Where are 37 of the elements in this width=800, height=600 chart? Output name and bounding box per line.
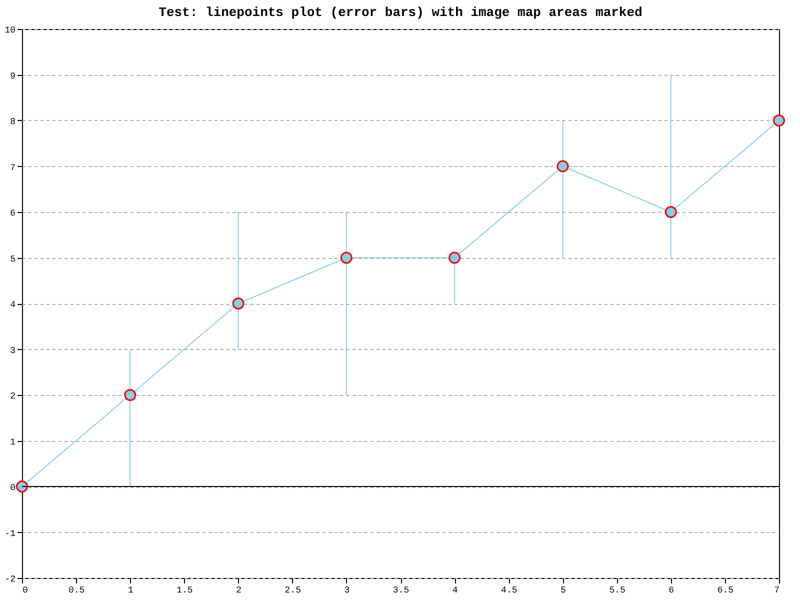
- point: [124, 389, 136, 401]
- x-tick-label: 1: [128, 586, 134, 596]
- chart-title: Test: linepoints plot (error bars) with image map areas marked: [158, 5, 642, 20]
- point: [232, 298, 244, 310]
- x-tick-label: 2.5: [284, 586, 301, 596]
- x-tick-label: 3.5: [392, 586, 410, 596]
- point: [556, 160, 569, 172]
- x-tick-label: 0.5: [68, 586, 85, 596]
- x-tick-label: 1.5: [176, 586, 193, 596]
- y-tick-label: 7: [10, 162, 16, 173]
- y-tick-label: 5: [10, 254, 16, 264]
- y-tick-label: 4: [10, 300, 16, 310]
- y-tick-label: 0: [10, 483, 16, 493]
- x-tick-label: 5.5: [609, 586, 626, 596]
- point: [340, 252, 352, 264]
- y-tick-label: 2: [10, 392, 16, 402]
- point: [16, 480, 28, 492]
- x-tick-label: 0: [22, 586, 28, 596]
- y-tick-label: 8: [10, 117, 16, 127]
- x-tick-label: 2: [236, 586, 242, 596]
- point: [664, 206, 677, 218]
- y-tick-label: 1: [10, 437, 16, 448]
- y-tick-label: 9: [10, 71, 16, 82]
- x-tick-label: 6.5: [717, 586, 734, 596]
- point: [773, 114, 785, 126]
- x-tick-label: 4.5: [501, 586, 518, 596]
- y-tick-label: -2: [4, 574, 16, 584]
- y-tick-label: -1: [4, 528, 16, 539]
- y-tick-label: 3: [10, 346, 16, 356]
- point: [448, 252, 461, 264]
- y-tick-label: 10: [4, 26, 16, 36]
- x-tick-label: 3: [344, 586, 350, 596]
- x-tick-label: 4: [452, 586, 458, 596]
- x-tick-label: 5: [560, 586, 566, 596]
- y-tick-label: 6: [10, 208, 16, 218]
- x-tick-label: 6: [668, 586, 674, 596]
- x-tick-label: 7: [774, 586, 780, 596]
